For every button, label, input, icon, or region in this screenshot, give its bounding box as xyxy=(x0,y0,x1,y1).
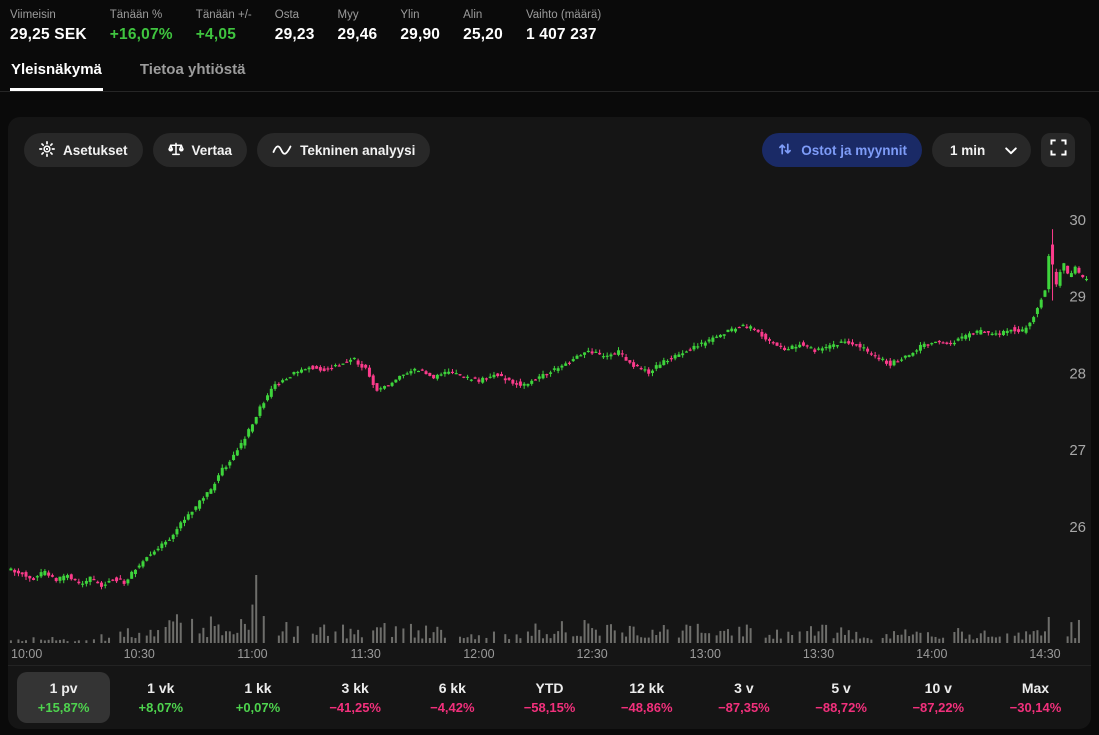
svg-text:10:30: 10:30 xyxy=(124,647,155,661)
stat-value: +16,07% xyxy=(109,26,173,43)
svg-text:12:30: 12:30 xyxy=(576,647,607,661)
range-label: 3 kk xyxy=(341,680,369,696)
svg-text:28: 28 xyxy=(1069,365,1086,382)
range-button-1-vk[interactable]: 1 vk +8,07% xyxy=(114,672,207,723)
range-label: 10 v xyxy=(924,680,952,696)
svg-text:14:30: 14:30 xyxy=(1029,647,1060,661)
stat-label: Tänään +/- xyxy=(195,9,252,21)
settings-button[interactable]: Asetukset xyxy=(24,133,143,167)
compare-button[interactable]: Vertaa xyxy=(152,133,248,167)
stat-value: +4,05 xyxy=(195,26,237,43)
quote-header: Viimeisin 29,25 SEK Tänään % +16,07% Tänää… xyxy=(0,0,1099,44)
range-label: 6 kk xyxy=(438,680,466,696)
range-label: 1 pv xyxy=(49,680,78,696)
stat-value: 25,20 xyxy=(463,26,503,43)
wave-icon xyxy=(272,141,292,160)
stat-4: Myy 29,46 xyxy=(338,9,378,44)
range-button-12-kk[interactable]: 12 kk −48,86% xyxy=(600,672,693,723)
stat-value: 29,46 xyxy=(337,26,378,43)
stat-label: Vaihto (määrä) xyxy=(525,9,602,21)
scale-icon xyxy=(167,141,184,160)
range-change: +8,07% xyxy=(138,700,183,715)
stat-value: 29,25 SEK xyxy=(10,26,87,43)
stat-1: Tänään % +16,07% xyxy=(110,9,173,44)
range-change: +15,87% xyxy=(37,700,90,715)
tab-0[interactable]: Yleisnäkymä xyxy=(10,57,103,91)
technical-analysis-label: Tekninen analyysi xyxy=(300,142,416,158)
orders-label: Ostot ja myynnit xyxy=(801,142,907,158)
range-change: −87,22% xyxy=(912,700,965,715)
svg-text:13:30: 13:30 xyxy=(803,647,834,661)
price-chart[interactable]: 26 27 28 29 30 10:00 10:30 11:00 11:30 12:00 12:30… xyxy=(8,167,1091,665)
svg-text:30: 30 xyxy=(1069,212,1086,229)
stat-label: Alin xyxy=(463,9,483,21)
range-label: YTD xyxy=(535,680,564,696)
stat-label: Osta xyxy=(274,9,300,21)
chevron-down-icon xyxy=(1005,143,1017,158)
stat-3: Osta 29,23 xyxy=(275,9,315,44)
technical-analysis-button[interactable]: Tekninen analyysi xyxy=(257,133,431,167)
interval-select[interactable]: 1 min xyxy=(932,133,1031,167)
svg-text:27: 27 xyxy=(1069,442,1086,459)
stat-value: 29,90 xyxy=(400,26,441,43)
stat-value: 29,23 xyxy=(274,26,315,43)
stat-7: Vaihto (määrä) 1 407 237 xyxy=(526,9,601,44)
svg-text:29: 29 xyxy=(1069,289,1086,306)
stat-6: Alin 25,20 xyxy=(463,9,503,44)
svg-text:26: 26 xyxy=(1069,519,1086,536)
range-label: 5 v xyxy=(831,680,851,696)
range-change: +0,07% xyxy=(235,700,281,715)
stat-2: Tänään +/- +4,05 xyxy=(196,9,252,44)
tab-1[interactable]: Tietoa yhtiöstä xyxy=(139,61,246,78)
arrows-up-down-icon xyxy=(777,141,793,160)
fullscreen-icon xyxy=(1049,139,1067,161)
stat-5: Ylin 29,90 xyxy=(400,9,440,44)
range-button-1-pv[interactable]: 1 pv +15,87% xyxy=(17,672,111,723)
svg-text:11:30: 11:30 xyxy=(350,647,380,661)
range-button-10-v[interactable]: 10 v −87,22% xyxy=(892,672,985,723)
range-change: −41,25% xyxy=(329,700,381,715)
svg-text:11:00: 11:00 xyxy=(237,647,267,661)
tab-bar: Yleisnäkymä Tietoa yhtiöstä xyxy=(0,57,1099,92)
stat-label: Myy xyxy=(337,9,359,21)
svg-text:14:00: 14:00 xyxy=(916,647,947,661)
range-change: −30,14% xyxy=(1009,700,1062,715)
range-change: −4,42% xyxy=(430,700,475,715)
gear-icon xyxy=(39,140,55,160)
range-change: −58,15% xyxy=(523,700,576,715)
compare-label: Vertaa xyxy=(191,142,233,158)
range-button-ytd[interactable]: YTD −58,15% xyxy=(503,672,596,723)
stat-label: Viimeisin xyxy=(10,9,56,21)
orders-button[interactable]: Ostot ja myynnit xyxy=(762,133,922,167)
settings-label: Asetukset xyxy=(63,142,128,158)
range-label: 12 kk xyxy=(629,680,665,696)
range-button-3-kk[interactable]: 3 kk −41,25% xyxy=(309,672,402,723)
svg-text:13:00: 13:00 xyxy=(690,647,721,661)
range-button-6-kk[interactable]: 6 kk −4,42% xyxy=(406,672,499,723)
chart-toolbar: Asetukset Vertaa xyxy=(8,117,1091,167)
svg-text:12:00: 12:00 xyxy=(463,647,494,661)
range-label: 3 v xyxy=(734,680,754,696)
range-label: 1 kk xyxy=(244,680,272,696)
range-change: −88,72% xyxy=(815,700,867,715)
stat-label: Tänään % xyxy=(109,9,163,21)
range-selector: 1 pv +15,87% 1 vk +8,07% 1 kk +0,07% 3 kk −… xyxy=(8,665,1091,729)
stat-label: Ylin xyxy=(400,9,420,21)
stat-0: Viimeisin 29,25 SEK xyxy=(10,9,87,44)
fullscreen-button[interactable] xyxy=(1041,133,1075,167)
stat-value: 1 407 237 xyxy=(525,26,597,43)
range-label: 1 vk xyxy=(147,680,175,696)
range-change: −48,86% xyxy=(620,700,673,715)
range-change: −87,35% xyxy=(718,700,770,715)
range-label: Max xyxy=(1021,680,1050,696)
range-button-max[interactable]: Max −30,14% xyxy=(989,672,1082,723)
range-button-1-kk[interactable]: 1 kk +0,07% xyxy=(211,672,304,723)
interval-value: 1 min xyxy=(950,142,986,158)
candlestick-chart: 26 27 28 29 30 10:00 10:30 11:00 11:30 12:00 12:30… xyxy=(9,212,1088,661)
range-button-5-v[interactable]: 5 v −88,72% xyxy=(795,672,888,723)
chart-card: Asetukset Vertaa xyxy=(8,117,1091,729)
svg-text:10:00: 10:00 xyxy=(11,647,42,661)
range-button-3-v[interactable]: 3 v −87,35% xyxy=(697,672,790,723)
